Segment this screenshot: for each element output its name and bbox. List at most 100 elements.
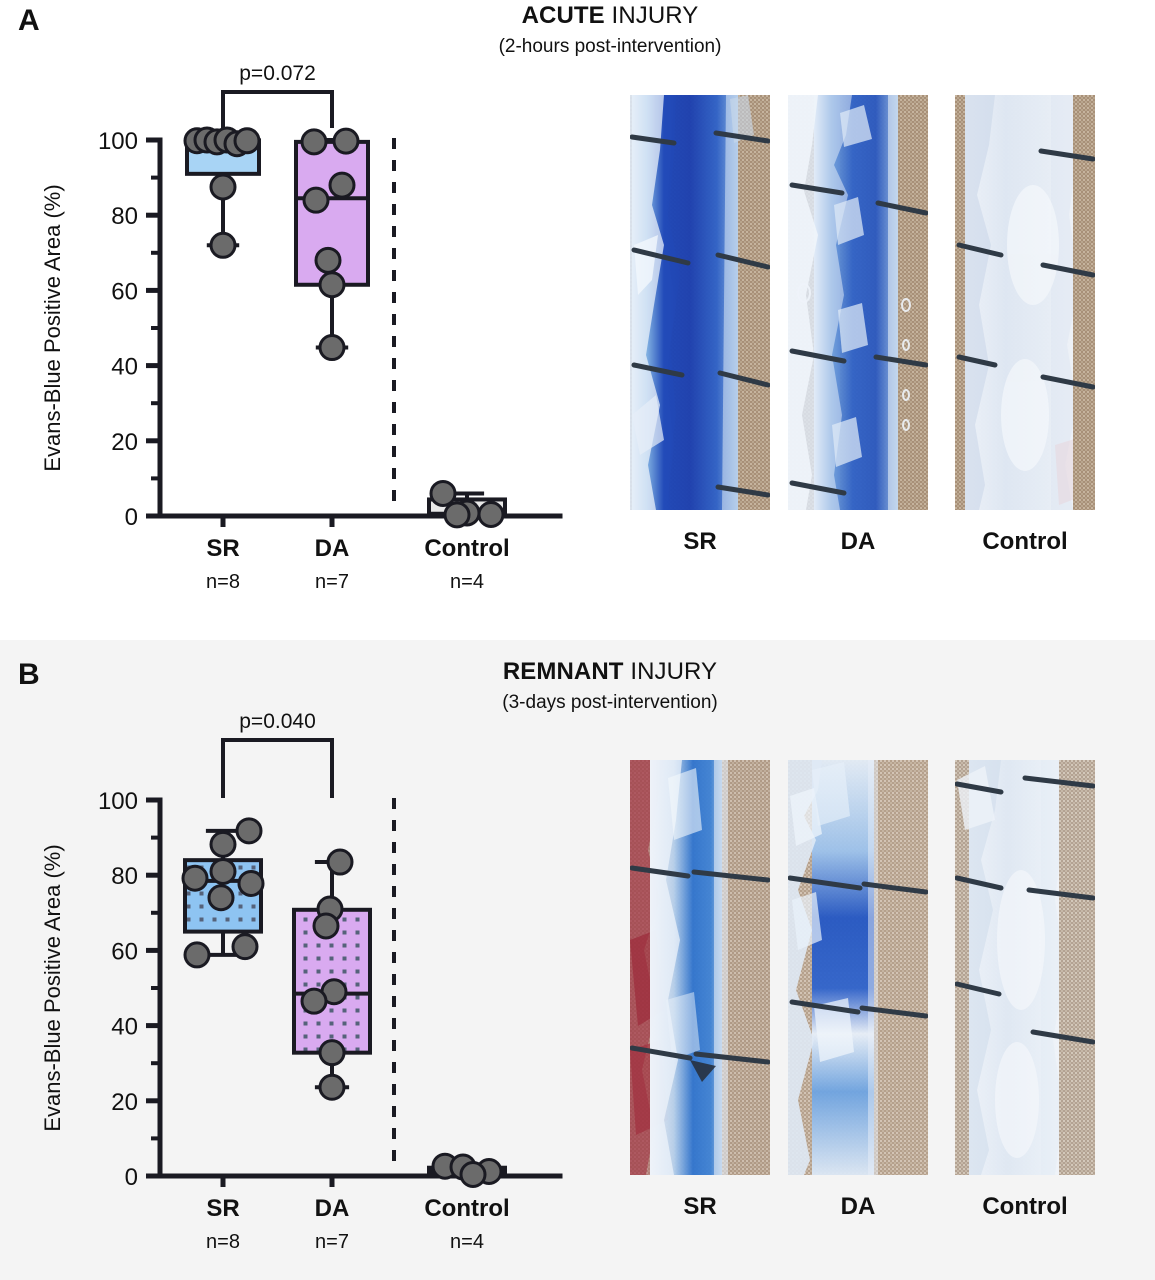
data-point — [429, 479, 457, 507]
photo-image-da-acute — [788, 95, 928, 510]
y-tick-label: 20 — [111, 1089, 138, 1116]
data-point — [314, 246, 342, 274]
panel-a-title-bold: ACUTE — [521, 2, 605, 29]
n-label-da: n=7 — [315, 571, 349, 593]
y-tick-label: 20 — [111, 429, 138, 456]
n-label-control: n=4 — [450, 1231, 484, 1253]
panel-b-title-rest: INJURY — [623, 658, 718, 685]
panel-b-letter: B — [18, 658, 40, 691]
boxplot-group-da — [294, 127, 370, 362]
n-label-sr: n=8 — [206, 1231, 240, 1253]
photo-image-sr-acute — [630, 95, 770, 510]
significance-bracket — [221, 738, 334, 798]
data-point — [312, 912, 340, 940]
panel-b-photo-da: DA — [788, 760, 928, 1221]
data-point — [443, 501, 471, 529]
y-tick-label: 40 — [111, 1014, 138, 1041]
y-tick-label: 40 — [111, 354, 138, 381]
data-point — [300, 128, 328, 156]
y-tick-label: 0 — [125, 1164, 138, 1191]
panel-a-letter: A — [18, 4, 40, 37]
panel-a-photo-da: DA — [788, 95, 928, 556]
panel-b-title: REMNANT INJURY — [390, 658, 830, 686]
data-point — [328, 171, 356, 199]
y-tick-label: 0 — [125, 504, 138, 531]
data-point — [235, 817, 263, 845]
panel-a: A ACUTE INJURY (2-hours post-interventio… — [0, 0, 1155, 640]
panel-a-subtitle: (2-hours post-intervention) — [498, 36, 722, 57]
panel-a-chart-svg: 0 20 40 60 80 100 Evans-Blue Positive Area (%)… — [40, 62, 563, 593]
panel-a-photos: SR — [620, 0, 1155, 640]
category-label-control: Control — [424, 1195, 509, 1222]
panel-b-title-bold: REMNANT — [502, 658, 624, 685]
photo-caption-sr-acute: SR — [683, 528, 717, 555]
data-point — [233, 127, 261, 155]
category-label-sr: SR — [206, 1195, 239, 1222]
y-tick-label: 60 — [111, 938, 138, 965]
data-point — [207, 884, 235, 912]
n-label-da: n=7 — [315, 1231, 349, 1253]
category-label-sr: SR — [206, 535, 239, 562]
data-point — [181, 864, 209, 892]
photo-caption-sr-remnant: SR — [683, 1193, 717, 1220]
data-point — [209, 830, 237, 858]
p-value-label: p=0.072 — [239, 62, 316, 85]
panel-a-photo-control: Control — [955, 95, 1095, 556]
y-tick-label: 100 — [98, 128, 138, 155]
panel-b-plot: 0 20 40 60 80 100 Evans-Blue Positive Area (%)… — [0, 640, 620, 1280]
data-point — [318, 334, 346, 362]
y-tick-label: 80 — [111, 203, 138, 230]
panel-a-title-block: ACUTE INJURY (2-hours post-intervention) — [390, 2, 830, 58]
photo-caption-da-acute: DA — [840, 528, 876, 555]
data-point — [209, 857, 237, 885]
panel-a-title-rest: INJURY — [604, 2, 699, 29]
boxplot-group-control — [427, 479, 507, 529]
panel-b-photo-sr: SR — [630, 760, 770, 1221]
data-point — [326, 848, 354, 876]
panel-b-chart-svg: 0 20 40 60 80 100 Evans-Blue Positive Area (%)… — [40, 710, 563, 1253]
panel-b-subtitle: (3-days post-intervention) — [502, 692, 718, 713]
data-point — [302, 186, 330, 214]
photo-image-control-remnant — [955, 760, 1095, 1175]
panel-a-photo-sr: SR — [630, 95, 770, 556]
data-point — [209, 231, 237, 259]
photo-caption-da-remnant: DA — [840, 1193, 876, 1220]
photo-image-da-remnant — [788, 760, 928, 1175]
data-point — [318, 271, 346, 299]
category-label-control: Control — [424, 535, 509, 562]
photo-caption-control-remnant: Control — [982, 1193, 1068, 1220]
boxplot-group-sr — [183, 126, 261, 259]
data-point — [231, 933, 259, 961]
photo-caption-control-acute: Control — [982, 528, 1068, 555]
y-tick-label: 60 — [111, 278, 138, 305]
panel-a-plot: 0 20 40 60 80 100 Evans-Blue Positive Area (%)… — [0, 0, 620, 640]
n-label-sr: n=8 — [206, 571, 240, 593]
panel-b-photos: SR — [620, 640, 1155, 1280]
data-point — [477, 500, 505, 528]
panel-b-title-block: REMNANT INJURY (3-days post-intervention… — [390, 658, 830, 714]
y-axis-title: Evans-Blue Positive Area (%) — [40, 844, 65, 1131]
panel-b: B REMNANT INJURY (3-days post-interventi… — [0, 640, 1155, 1280]
boxplot-group-sr — [181, 817, 265, 969]
y-tick-label: 100 — [98, 788, 138, 815]
n-label-control: n=4 — [450, 571, 484, 593]
data-point — [237, 869, 265, 897]
data-point — [209, 173, 237, 201]
data-point — [332, 127, 360, 155]
category-label-da: DA — [315, 535, 350, 562]
photo-image-control-acute — [955, 95, 1095, 510]
panel-b-photo-control: Control — [955, 760, 1095, 1221]
p-value-label: p=0.040 — [239, 710, 316, 733]
category-label-da: DA — [315, 1195, 350, 1222]
data-point — [183, 941, 211, 969]
boxplot-group-control — [427, 1152, 507, 1188]
data-point — [300, 987, 328, 1015]
panel-a-title: ACUTE INJURY — [390, 2, 830, 30]
data-point — [318, 1073, 346, 1101]
boxplot-group-da — [292, 848, 372, 1101]
y-tick-label: 80 — [111, 863, 138, 890]
significance-bracket — [221, 90, 334, 128]
data-point — [318, 1039, 346, 1067]
y-axis-title: Evans-Blue Positive Area (%) — [40, 184, 65, 471]
photo-image-sr-remnant — [630, 760, 770, 1175]
